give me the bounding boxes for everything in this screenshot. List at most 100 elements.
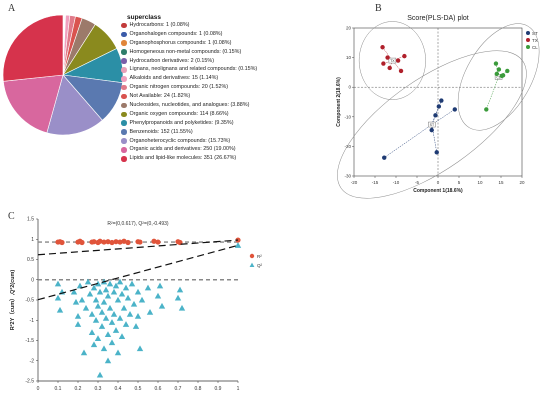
r2-point xyxy=(235,237,241,243)
legend-item: Organic oxygen compounds: 114 (8.66%) xyxy=(121,110,257,119)
legend-item: Organic nitrogen compounds: 20 (1.52%) xyxy=(121,83,257,92)
data-point xyxy=(439,98,444,103)
r2-point xyxy=(151,238,157,244)
q2-point xyxy=(96,371,104,378)
legend-swatch xyxy=(121,31,127,38)
legend-swatch xyxy=(121,156,127,162)
centroid-spoke xyxy=(431,109,455,125)
x-tick-label: -15 xyxy=(372,180,379,185)
centroid-label-box xyxy=(388,57,397,64)
r2-point xyxy=(137,239,143,245)
pie-slice-15 xyxy=(2,14,64,82)
centroid-spoke xyxy=(431,100,442,125)
y-tick-label: 0.5 xyxy=(27,257,34,263)
q2-point xyxy=(90,284,98,291)
legend-swatch xyxy=(121,76,127,82)
centroid-label: TX xyxy=(390,59,395,63)
data-point xyxy=(398,68,404,74)
q2-point xyxy=(134,313,142,319)
q2-point xyxy=(98,308,106,315)
x-tick-label: 0 xyxy=(437,180,440,185)
q2-point xyxy=(112,327,120,333)
q2-point xyxy=(76,282,84,289)
data-point xyxy=(436,104,442,109)
panel-a-letter: A xyxy=(8,3,16,14)
y-tick-label: -20 xyxy=(344,144,351,149)
q2-point xyxy=(82,304,90,311)
q2-point xyxy=(144,284,152,291)
q2-point xyxy=(146,308,154,315)
legend-label: Organoheterocyclic compounds: (15.73%) xyxy=(129,137,231,144)
r2-point xyxy=(91,239,97,245)
group-ellipse xyxy=(457,23,540,131)
q2-point xyxy=(138,296,146,303)
legend-label: ST xyxy=(532,31,538,36)
legend-item: Phenylpropanoids and polyketides: (9.35%… xyxy=(121,119,257,128)
data-point xyxy=(380,45,385,50)
q2-point xyxy=(156,282,164,289)
legend-item: Homogeneous non-metal compounds: (0.15%) xyxy=(121,48,257,57)
x-tick-label: -10 xyxy=(393,180,400,185)
group-ellipse xyxy=(337,50,527,199)
legend-swatch xyxy=(121,138,127,144)
q2-point xyxy=(86,290,94,297)
q2-point xyxy=(174,294,182,301)
y-tick-label: 1.5 xyxy=(27,217,34,223)
x-tick-label: 0 xyxy=(37,386,40,392)
group-ellipse xyxy=(358,21,426,100)
x-tick-label: 0.5 xyxy=(135,386,142,392)
pie-slice-14 xyxy=(2,74,64,134)
q2-point xyxy=(178,304,186,311)
r2-point xyxy=(113,239,119,245)
legend-label: Organic nitrogen compounds: 20 (1.52%) xyxy=(129,84,229,91)
q2-point xyxy=(72,298,80,305)
y-tick-label: -30 xyxy=(344,174,351,179)
legend-swatch xyxy=(121,58,127,64)
panel-c-letter: C xyxy=(8,211,15,222)
centroid-label: CL xyxy=(496,76,501,80)
panel-a: A superclass Hydrocarbons: 1 (0.08%) Orga… xyxy=(0,0,340,200)
legend-item: Organophosphorus compounds: 1 (0.08%) xyxy=(121,39,257,48)
data-point xyxy=(395,58,401,63)
q2-point xyxy=(92,317,100,323)
legend-swatch xyxy=(121,49,127,55)
q2-point xyxy=(56,306,64,313)
q2-point xyxy=(118,333,126,340)
q2-point xyxy=(158,302,166,309)
q2-point xyxy=(74,313,82,319)
data-point xyxy=(484,107,489,112)
q2-point xyxy=(54,294,62,301)
legend-swatch xyxy=(121,67,127,73)
legend-swatch xyxy=(121,93,127,100)
data-point xyxy=(496,67,502,72)
x-tick-label: 10 xyxy=(477,180,483,185)
q2-point xyxy=(88,310,96,317)
q2-point xyxy=(136,345,144,352)
q2-point xyxy=(106,280,114,287)
x-tick-label: 0.9 xyxy=(215,386,222,392)
q2-point xyxy=(130,300,138,307)
y-axis-label: Component 2(18.6%) xyxy=(336,77,342,127)
q2-point xyxy=(128,280,136,287)
q2-point xyxy=(88,329,96,335)
legend-swatch xyxy=(121,22,127,29)
data-point xyxy=(452,107,457,112)
legend-swatch xyxy=(249,262,255,267)
panel-b: B Score(PLS-DA) plot -20 -15 -10 -5 0 5 10 15 20 -… xyxy=(330,0,550,205)
q2-point xyxy=(100,345,108,352)
legend-label: Q² xyxy=(257,263,263,268)
legend-label: Homogeneous non-metal compounds: (0.15%) xyxy=(129,48,242,55)
legend-item: Benzenoids: 152 (11.55%) xyxy=(121,128,257,137)
q2-point xyxy=(74,321,82,327)
q2-point xyxy=(134,288,142,295)
centroid-label-box xyxy=(428,121,436,128)
legend-label: Organohalogen compounds: 1 (0.08%) xyxy=(129,30,223,37)
legend-label: TX xyxy=(532,38,538,43)
legend-swatch xyxy=(526,38,530,42)
q2-point xyxy=(94,302,102,309)
legend-item: Organohalogen compounds: 1 (0.08%) xyxy=(121,30,257,39)
r2-point xyxy=(101,239,107,245)
data-point xyxy=(493,61,499,66)
legend-label: CL xyxy=(532,45,538,50)
legend-item: Hydrocarbon derivatives: 2 (0.15%) xyxy=(121,57,257,66)
